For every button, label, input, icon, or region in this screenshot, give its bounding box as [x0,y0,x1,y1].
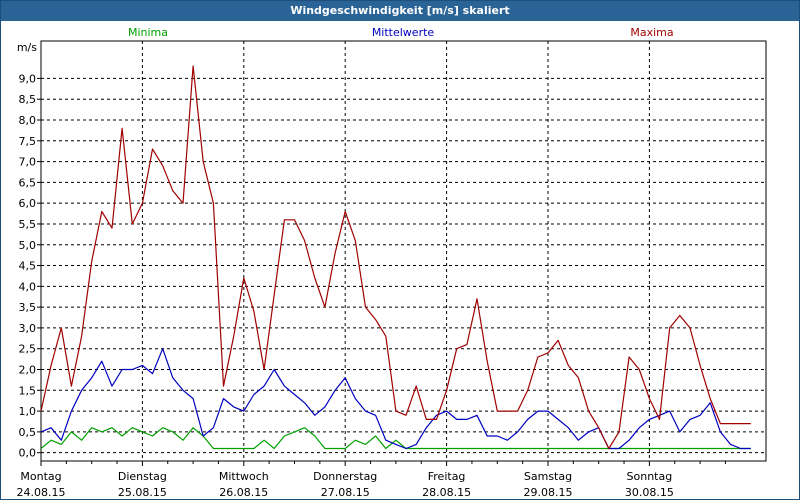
y-tick-label: 3,0 [19,322,37,335]
plot-area [40,40,767,462]
day-date-label: 24.08.15 [17,486,66,499]
y-tick-label: 2,5 [19,343,37,356]
y-tick-label: 7,5 [19,135,37,148]
legend-minima: Minima [128,26,168,39]
series-line-mittelwerte [40,348,751,450]
series-line-maxima [40,65,751,450]
day-date-label: 26.08.15 [219,486,268,499]
window-title: Windgeschwindigkeit [m/s] skaliert [1,1,799,21]
y-tick-label: 3,5 [19,301,37,314]
y-tick-label: 4,0 [19,280,37,293]
y-tick-label: 7,0 [19,156,37,169]
day-name-label: Donnerstag [313,470,377,483]
wind-speed-chart: 0,0 0,5 1,0 1,5 2,0 2,5 3,0 3,5 4,0 4,5 5,0 5,5 6,0 6… [17,26,767,499]
day-name-label: Freitag [428,470,466,483]
y-tick-label: 1,0 [19,405,37,418]
day-date-label: 28.08.15 [422,486,471,499]
y-tick-label: 6,0 [19,197,37,210]
y-tick-label: 6,5 [19,176,37,189]
day-name-label: Mittwoch [219,470,269,483]
series-line-minima [40,427,751,450]
y-tick-label: 4,5 [19,260,37,273]
day-date-label: 29.08.15 [524,486,573,499]
y-tick-label: 8,0 [19,114,37,127]
y-tick-label: 5,5 [19,218,37,231]
y-tick-label: 0,5 [19,426,37,439]
day-name-label: Samstag [524,470,572,483]
day-date-label: 30.08.15 [625,486,674,499]
day-name-label: Sonntag [627,470,673,483]
day-date-label: 25.08.15 [118,486,167,499]
day-name-label: Montag [20,470,61,483]
y-tick-label: 9,0 [19,72,37,85]
y-tick-label: 1,5 [19,384,37,397]
day-name-label: Dienstag [118,470,167,483]
legend-mittelwerte: Mittelwerte [372,26,435,39]
day-date-label: 27.08.15 [321,486,370,499]
y-axis-unit: m/s [17,41,37,54]
legend-maxima: Maxima [630,26,673,39]
y-tick-label: 8,5 [19,93,37,106]
y-tick-label: 2,0 [19,364,37,377]
y-tick-label: 0,0 [19,447,37,460]
y-tick-label: 5,0 [19,239,37,252]
